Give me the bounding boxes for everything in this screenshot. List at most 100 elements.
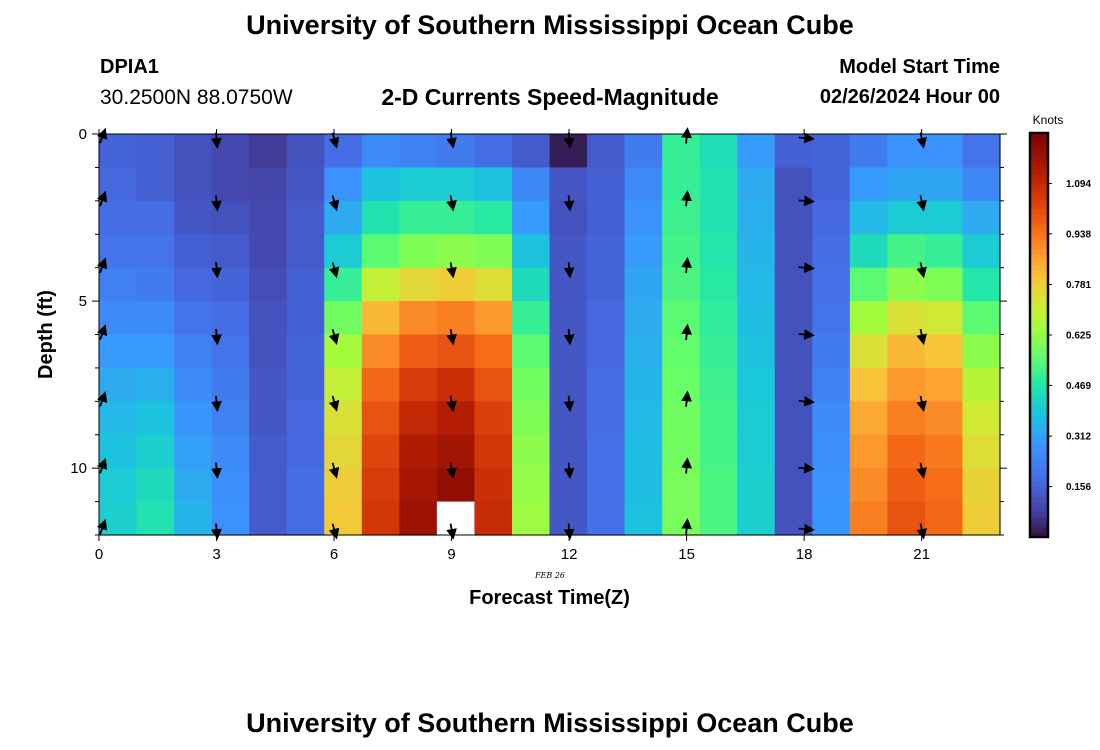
- heatmap-cell: [887, 234, 926, 269]
- heatmap-cell: [924, 468, 964, 503]
- colorbar-segment: [1030, 360, 1048, 366]
- colorbar-segment: [1030, 481, 1048, 488]
- heatmap-cell: [361, 234, 400, 269]
- heatmap-cell: [174, 267, 213, 302]
- heatmap-cell: [286, 501, 325, 536]
- colorbar-segment: [1030, 425, 1048, 432]
- heatmap-cell: [361, 334, 400, 369]
- current-vector-arrow: [446, 395, 457, 413]
- current-vector-arrow: [96, 391, 108, 407]
- colorbar-segment: [1030, 375, 1048, 382]
- colorbar-tick-label: 0.625: [1066, 331, 1091, 342]
- current-vector-arrow: [798, 262, 815, 274]
- heatmap-cell: [136, 401, 175, 436]
- heatmap-cell: [474, 468, 513, 503]
- heatmap-cell: [849, 167, 888, 202]
- heatmap-cell-missing: [436, 501, 476, 536]
- axes: 0 3 6 9 12 15 18 21 0 5 10: [70, 126, 1007, 563]
- heatmap-cell: [399, 367, 438, 402]
- heatmap-cell: [962, 468, 1001, 503]
- heatmap-cell: [511, 401, 551, 436]
- heatmap-cell: [324, 501, 363, 536]
- model-start-value: 02/26/2024 Hour 00: [819, 86, 1000, 108]
- heatmap-cell: [399, 434, 438, 469]
- heatmap-cell: [924, 367, 964, 402]
- colorbar-segment: [1030, 380, 1048, 387]
- heatmap-cell: [737, 401, 776, 436]
- current-vector-arrow: [96, 257, 108, 274]
- colorbar-segment: [1030, 244, 1048, 250]
- heatmap-cell: [436, 468, 476, 503]
- colorbar-segment: [1030, 365, 1048, 371]
- heatmap-cell: [812, 468, 851, 503]
- heatmap-cell: [136, 334, 175, 369]
- heatmap-cell: [361, 167, 400, 202]
- heatmap-cell: [849, 234, 888, 269]
- colorbar-segment: [1030, 466, 1048, 472]
- colorbar-segment: [1030, 269, 1048, 275]
- heatmap-cell: [436, 401, 476, 436]
- heatmap-cell: [662, 367, 701, 402]
- colorbar-segment: [1030, 340, 1048, 346]
- heatmap-cell: [849, 367, 888, 402]
- heatmap-cell: [249, 501, 288, 536]
- y-tick-label: 5: [79, 293, 87, 310]
- heatmap-cell: [174, 134, 213, 169]
- heatmap-cell: [136, 167, 175, 202]
- heatmap-cell: [587, 167, 626, 202]
- heatmap-cell: [737, 301, 776, 336]
- colorbar-segment: [1030, 234, 1048, 240]
- heatmap-cell: [849, 401, 888, 436]
- colorbar-segment: [1030, 324, 1048, 331]
- heatmap-cell: [624, 401, 663, 436]
- heatmap-cell: [324, 167, 363, 202]
- heatmap-cell: [812, 401, 851, 436]
- current-vector-arrow: [798, 132, 815, 144]
- current-vector-arrow: [211, 262, 222, 279]
- heatmap-cell: [587, 301, 626, 336]
- heatmap-cell: [962, 434, 1001, 469]
- heatmap-cell: [361, 367, 400, 402]
- heatmap-cell: [286, 134, 325, 169]
- heatmap-cell: [587, 367, 626, 402]
- current-vector-arrow: [328, 395, 340, 412]
- x-tick-label: 12: [561, 546, 578, 563]
- heatmap-cell: [737, 167, 776, 202]
- current-vector-arrow: [211, 195, 222, 212]
- colorbar-segment: [1030, 405, 1048, 412]
- heatmap-cell: [924, 434, 964, 469]
- heatmap-cell: [99, 401, 138, 436]
- heatmap-cell: [249, 401, 288, 436]
- colorbar-segment: [1030, 430, 1048, 437]
- heatmap-cell: [474, 501, 513, 536]
- colorbar-segment: [1030, 446, 1048, 452]
- footer-title: University of Southern Mississippi Ocean…: [246, 708, 854, 738]
- current-vector-arrow: [681, 256, 692, 274]
- heatmap-cell: [662, 401, 701, 436]
- heatmap-cell: [211, 167, 250, 202]
- heatmap-cell: [399, 301, 438, 336]
- heatmap-cell: [399, 468, 438, 503]
- current-vector-arrow: [916, 328, 927, 346]
- x-tick-label: 18: [796, 546, 813, 563]
- heatmap-cell: [136, 367, 175, 402]
- heatmap-cell: [812, 334, 851, 369]
- heatmap-cell: [324, 468, 363, 503]
- heatmap-cell: [887, 434, 926, 469]
- heatmap-cell: [962, 234, 1001, 269]
- colorbar-segment: [1030, 213, 1048, 220]
- heatmap-cell: [211, 367, 250, 402]
- heatmap-cell: [887, 167, 926, 202]
- heatmap-cell: [99, 200, 138, 235]
- heatmap-cell: [699, 167, 738, 202]
- colorbar-segment: [1030, 491, 1048, 498]
- heatmap-cell: [474, 334, 513, 369]
- heatmap-cell: [249, 468, 288, 503]
- current-vector-arrow: [916, 462, 927, 479]
- current-vector-arrow: [211, 523, 222, 540]
- heatmap-cell: [849, 267, 888, 302]
- current-vector-arrow: [798, 195, 815, 207]
- colorbar-tick-label: 0.312: [1066, 432, 1091, 443]
- heatmap-cell: [136, 234, 175, 269]
- colorbar-segment: [1030, 319, 1048, 326]
